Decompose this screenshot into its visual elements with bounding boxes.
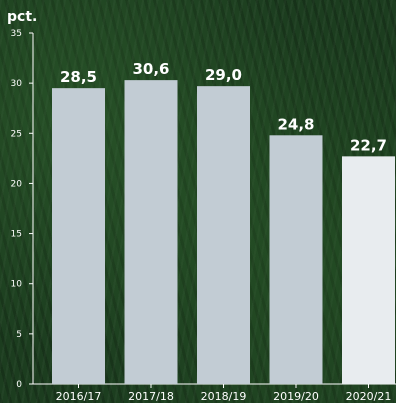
y-axis-unit-label: pct.	[7, 9, 37, 25]
data-label: 29,0	[205, 66, 242, 84]
bar-2018-19	[197, 86, 250, 384]
data-label: 24,8	[277, 115, 314, 133]
data-label: 30,6	[132, 60, 169, 78]
y-tick-label: 25	[11, 129, 22, 139]
x-tick-label: 2019/20	[273, 390, 319, 403]
x-tick-label: 2018/19	[201, 390, 247, 403]
bar-2020-21	[342, 156, 395, 384]
bar-2017-18	[124, 80, 178, 385]
y-tick-label: 35	[11, 29, 22, 39]
data-label: 22,7	[350, 136, 387, 154]
bar-2016-17	[52, 88, 105, 385]
x-axis-categories: 2016/17 2017/18 2018/19 2019/20 2020/21	[56, 384, 392, 403]
y-tick-label: 15	[11, 230, 22, 240]
bar-2019-20	[269, 135, 323, 384]
y-tick-label: 20	[11, 179, 23, 189]
x-tick-label: 2016/17	[56, 390, 102, 403]
y-axis-ticks: 0 5 10 15 20 25 30 35	[11, 29, 33, 390]
data-labels: 28,5 30,6 29,0 24,8 22,7	[60, 60, 387, 154]
data-label: 28,5	[60, 68, 97, 86]
bars	[52, 80, 395, 385]
x-tick-label: 2017/18	[128, 390, 174, 403]
x-tick-label: 2020/21	[346, 390, 392, 403]
y-tick-label: 5	[16, 330, 22, 340]
y-tick-label: 0	[16, 380, 22, 390]
y-tick-label: 30	[11, 79, 23, 89]
y-tick-label: 10	[11, 280, 23, 290]
